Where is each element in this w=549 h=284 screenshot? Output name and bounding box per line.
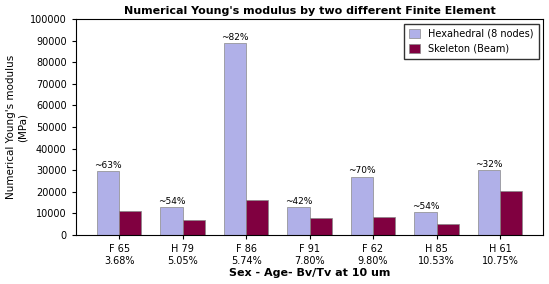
Text: ~54%: ~54% [158, 197, 186, 206]
Text: ~70%: ~70% [348, 166, 376, 176]
Bar [119, 211, 142, 235]
Text: ~82%: ~82% [221, 33, 249, 41]
Bar [500, 191, 522, 235]
Text: ~32%: ~32% [475, 160, 503, 169]
Bar [287, 207, 310, 235]
Bar [160, 207, 183, 235]
Bar [351, 177, 373, 235]
Bar [478, 170, 500, 235]
Text: ~63%: ~63% [94, 161, 122, 170]
Bar [246, 201, 268, 235]
Y-axis label: Numerical Young's modulus
(MPa): Numerical Young's modulus (MPa) [5, 55, 27, 199]
Bar [224, 43, 246, 235]
Text: ~54%: ~54% [412, 202, 439, 211]
Bar [414, 212, 436, 235]
Title: Numerical Young's modulus by two different Finite Element: Numerical Young's modulus by two differe… [124, 6, 495, 16]
Bar [436, 224, 459, 235]
X-axis label: Sex - Age- Bv/Tv at 10 um: Sex - Age- Bv/Tv at 10 um [229, 268, 390, 278]
Bar [183, 220, 205, 235]
Bar [310, 218, 332, 235]
Legend: Hexahedral (8 nodes), Skeleton (Beam): Hexahedral (8 nodes), Skeleton (Beam) [404, 24, 539, 59]
Text: ~42%: ~42% [285, 197, 312, 206]
Bar [97, 171, 119, 235]
Bar [373, 217, 395, 235]
